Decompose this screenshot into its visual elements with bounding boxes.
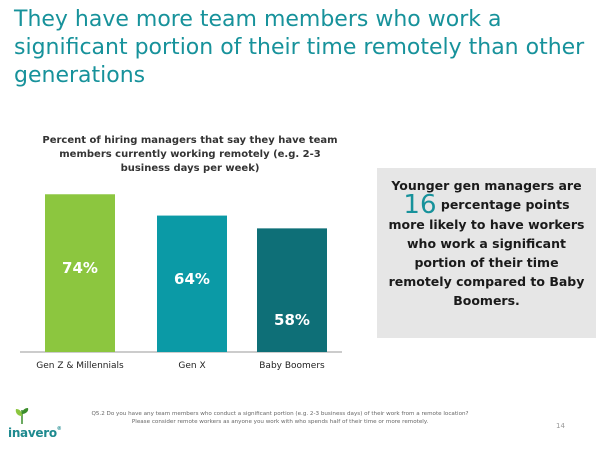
chart-title: Percent of hiring managers that say they… <box>42 135 338 174</box>
bar-2 <box>257 228 327 352</box>
page-number: 14 <box>556 422 565 430</box>
footnote: Q5.2 Do you have any team members who co… <box>91 411 469 425</box>
callout-line-1: Younger gen managers are <box>391 178 582 193</box>
callout-number: 16 <box>403 190 437 220</box>
category-label-1: Gen X <box>178 361 205 371</box>
bar-value-label-0: 74% <box>62 259 98 277</box>
logo-trademark: ® <box>56 426 62 432</box>
inavero-logo: inavero® <box>8 404 74 444</box>
logo-text: inavero® <box>8 426 62 440</box>
callout-box: Younger gen managers are 16 percentage p… <box>377 168 596 338</box>
bar-chart: 74% Gen Z & Millennials 64% Gen X 58% Baby Bo… <box>20 194 342 371</box>
bar-value-label-2: 58% <box>274 311 310 329</box>
headline: They have more team members who work a s… <box>14 7 585 88</box>
callout-line-2: percentage points <box>440 197 570 212</box>
logo-wordmark: inavero <box>8 426 57 440</box>
bar-1 <box>157 215 227 352</box>
bar-value-label-1: 64% <box>174 270 210 288</box>
leaf-icon <box>15 408 29 425</box>
bar-0 <box>45 194 115 352</box>
callout-number-line: 16 percentage points <box>385 192 588 218</box>
category-label-2: Baby Boomers <box>259 361 325 371</box>
callout-line-3: more likely to have workers who work a s… <box>388 217 585 308</box>
category-label-0: Gen Z & Millennials <box>36 361 124 371</box>
